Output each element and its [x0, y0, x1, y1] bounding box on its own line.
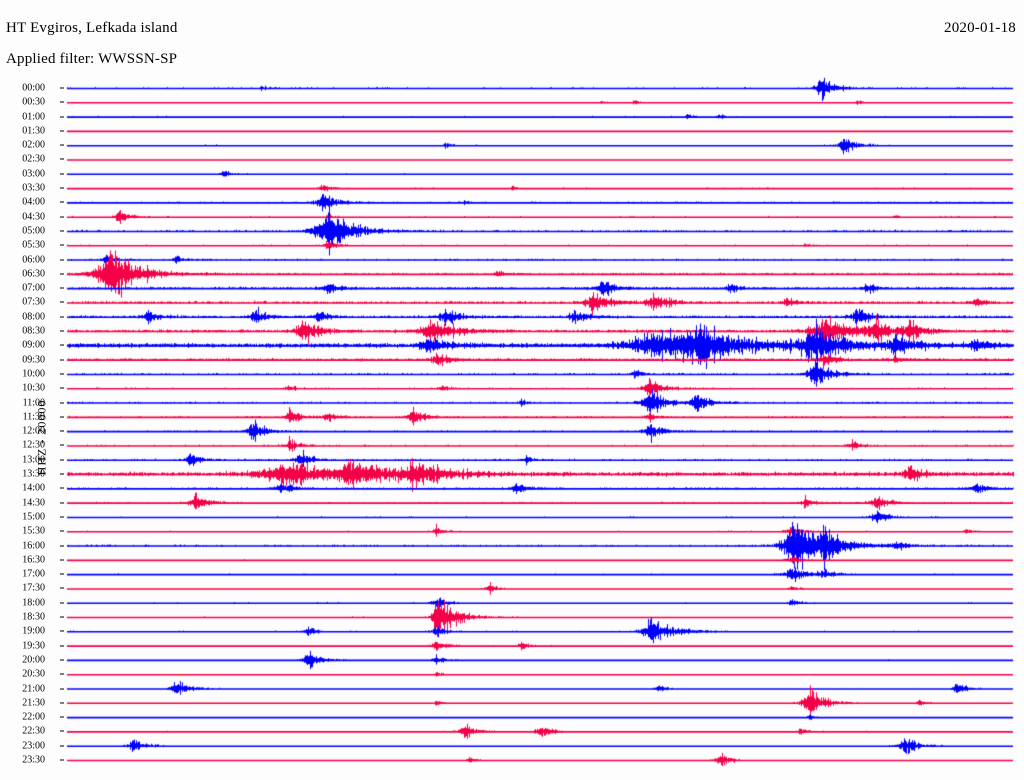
seismic-trace-canvas [0, 0, 1024, 780]
seismogram-plot: HT Evgiros, Lefkada island Applied filte… [0, 0, 1024, 780]
trace-plot-area: 00:0000:3001:0001:3002:0002:3003:0003:30… [0, 0, 1024, 780]
